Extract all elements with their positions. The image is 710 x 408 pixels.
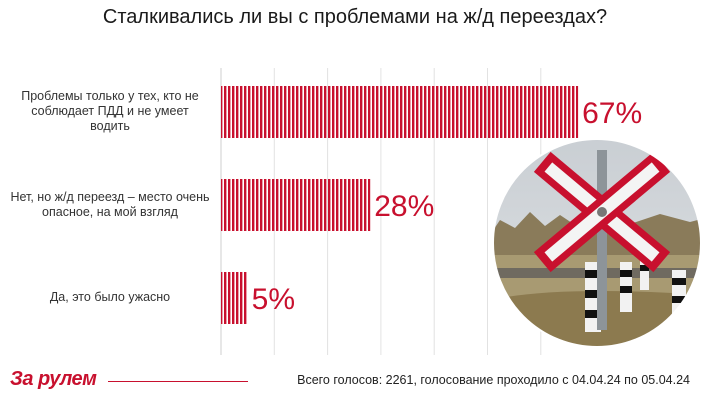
crossing-sign-icon: [533, 151, 671, 273]
category-label: Да, это было ужасно: [49, 290, 171, 304]
footer-divider: [108, 381, 248, 382]
data-label: 67%: [582, 97, 642, 130]
category-label: Нет, но ж/д переезд – место очень опасно…: [10, 190, 210, 219]
bar: [221, 86, 579, 138]
category-label: Проблемы только у тех, кто не соблюдает …: [21, 89, 199, 133]
data-label: 5%: [252, 283, 295, 316]
bar: [221, 179, 371, 231]
chart-title: Сталкивались ли вы с проблемами на ж/д п…: [102, 6, 608, 28]
brand-logo: За рулем: [10, 368, 97, 390]
data-label: 28%: [374, 190, 434, 223]
bar: [221, 272, 248, 324]
vote-summary: Всего голосов: 2261, голосование проходи…: [297, 373, 690, 387]
